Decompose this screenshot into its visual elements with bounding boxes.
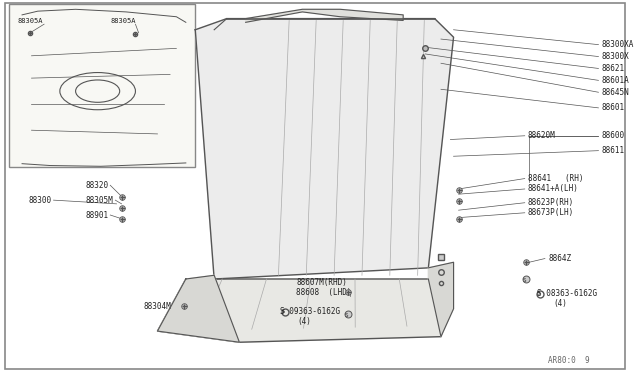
Text: 88300XA: 88300XA	[602, 40, 634, 49]
Text: 88601: 88601	[602, 103, 625, 112]
Text: 88300: 88300	[28, 196, 51, 205]
Text: 88608  (LHD): 88608 (LHD)	[296, 288, 351, 296]
Text: 88901: 88901	[85, 211, 108, 219]
Text: 88300X: 88300X	[602, 52, 629, 61]
Text: AR80:0  9: AR80:0 9	[548, 356, 589, 365]
Text: 88305A: 88305A	[18, 18, 43, 24]
Text: 88600: 88600	[602, 131, 625, 140]
Text: 88623P(RH): 88623P(RH)	[528, 198, 574, 207]
Text: 88611: 88611	[602, 146, 625, 155]
Text: 88641+A(LH): 88641+A(LH)	[528, 185, 579, 193]
Text: S 09363-6162G: S 09363-6162G	[280, 307, 340, 316]
Text: S: S	[345, 313, 348, 318]
Text: S: S	[282, 309, 284, 314]
Text: 88304M: 88304M	[143, 302, 172, 311]
Text: 88601A: 88601A	[602, 76, 629, 85]
Text: 88305A: 88305A	[110, 18, 136, 24]
Polygon shape	[246, 9, 403, 22]
Polygon shape	[157, 279, 447, 342]
Text: 88641   (RH): 88641 (RH)	[528, 174, 584, 183]
Polygon shape	[195, 19, 454, 279]
Text: (4): (4)	[553, 299, 567, 308]
Text: 88607M(RHD): 88607M(RHD)	[296, 278, 347, 286]
Text: 8864Z: 8864Z	[548, 254, 571, 263]
Text: 88320: 88320	[85, 181, 108, 190]
Text: 88621: 88621	[602, 64, 625, 73]
Text: 88620M: 88620M	[528, 131, 556, 140]
Text: (4): (4)	[298, 317, 311, 326]
Bar	[10, 4, 195, 167]
Text: 88305M: 88305M	[85, 196, 113, 205]
Text: 88645N: 88645N	[602, 88, 629, 97]
Text: S: S	[522, 278, 526, 283]
Text: 88673P(LH): 88673P(LH)	[528, 208, 574, 217]
Text: S: S	[537, 291, 540, 296]
Text: S 08363-6162G: S 08363-6162G	[537, 289, 597, 298]
Polygon shape	[157, 275, 239, 342]
Polygon shape	[428, 262, 454, 337]
